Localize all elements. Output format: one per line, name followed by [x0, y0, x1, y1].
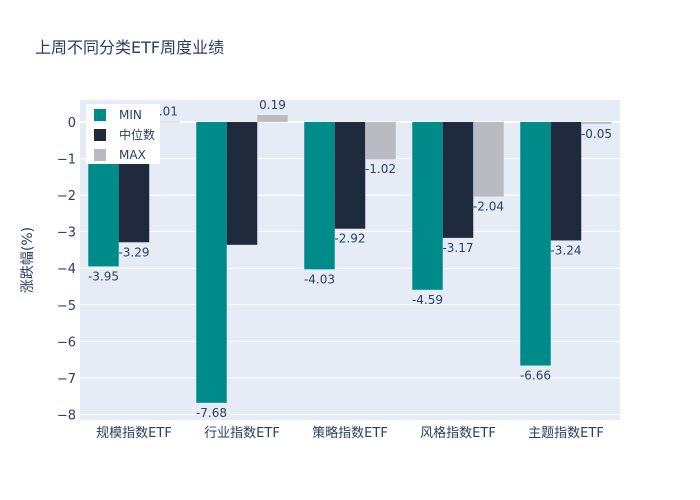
data-label: -3.95 — [88, 269, 119, 283]
y-tick-label: 0 — [68, 116, 76, 131]
bar-max — [581, 121, 612, 124]
legend-label: 中位数 — [119, 127, 155, 142]
y-tick-label: −1 — [57, 153, 76, 168]
y-tick-label: −4 — [57, 262, 76, 277]
y-tick-label: −7 — [57, 372, 76, 387]
y-tick-label: −2 — [57, 189, 76, 204]
y-tick-label: −8 — [57, 409, 76, 424]
data-label: -1.02 — [365, 162, 396, 176]
data-label: -2.04 — [473, 200, 504, 214]
data-label: -6.66 — [520, 369, 551, 383]
bar-min — [412, 121, 443, 290]
bar-min — [196, 121, 227, 403]
data-label: -4.59 — [412, 293, 443, 307]
data-label: -2.92 — [334, 232, 365, 246]
legend-label: MIN — [119, 108, 142, 122]
legend-swatch — [94, 129, 106, 141]
bar-max — [149, 121, 180, 123]
data-label: -3.17 — [442, 241, 473, 255]
data-labels: -3.95-3.290.01-7.680.19-4.03-2.92-1.02-4… — [88, 98, 612, 420]
bar-max — [257, 114, 288, 122]
legend-label: MAX — [119, 148, 146, 162]
y-tick-label: −3 — [57, 226, 76, 241]
bar-median — [550, 121, 582, 241]
bar-median — [442, 121, 474, 238]
data-label: -0.05 — [581, 127, 612, 141]
x-tick-label: 风格指数ETF — [420, 425, 496, 441]
legend-swatch — [94, 109, 106, 121]
bar-median — [334, 121, 366, 229]
data-label: 0.19 — [259, 98, 286, 112]
bar-min — [520, 121, 551, 366]
x-tick-label: 策略指数ETF — [312, 425, 388, 441]
y-tick-label: −5 — [57, 299, 76, 314]
y-axis-label: 涨跌幅(%) — [20, 227, 36, 293]
legend-swatch — [94, 149, 106, 161]
axes: 0 −1 −2 −3 −4 −5 −6 −7 −8 涨跌幅(%) 规模指数ETF 行业指数ETF 策略指… — [20, 116, 604, 441]
x-tick-label: 规模指数ETF — [96, 426, 172, 441]
x-tick-label: 行业指数ETF — [204, 426, 280, 441]
chart-title: 上周不同分类ETF周度业绩 — [35, 38, 225, 57]
data-label: -3.24 — [550, 243, 581, 257]
bar-min — [304, 121, 335, 270]
x-tick-label: 主题指数ETF — [528, 426, 604, 441]
legend: MIN 中位数 MAX — [86, 104, 160, 164]
bar-median — [226, 121, 258, 245]
data-label: -3.29 — [118, 245, 149, 259]
bar-max — [473, 121, 504, 197]
data-label: -4.03 — [304, 272, 335, 286]
y-tick-label: −6 — [57, 335, 76, 350]
data-label: -7.68 — [196, 406, 227, 420]
bar-max — [365, 121, 396, 160]
